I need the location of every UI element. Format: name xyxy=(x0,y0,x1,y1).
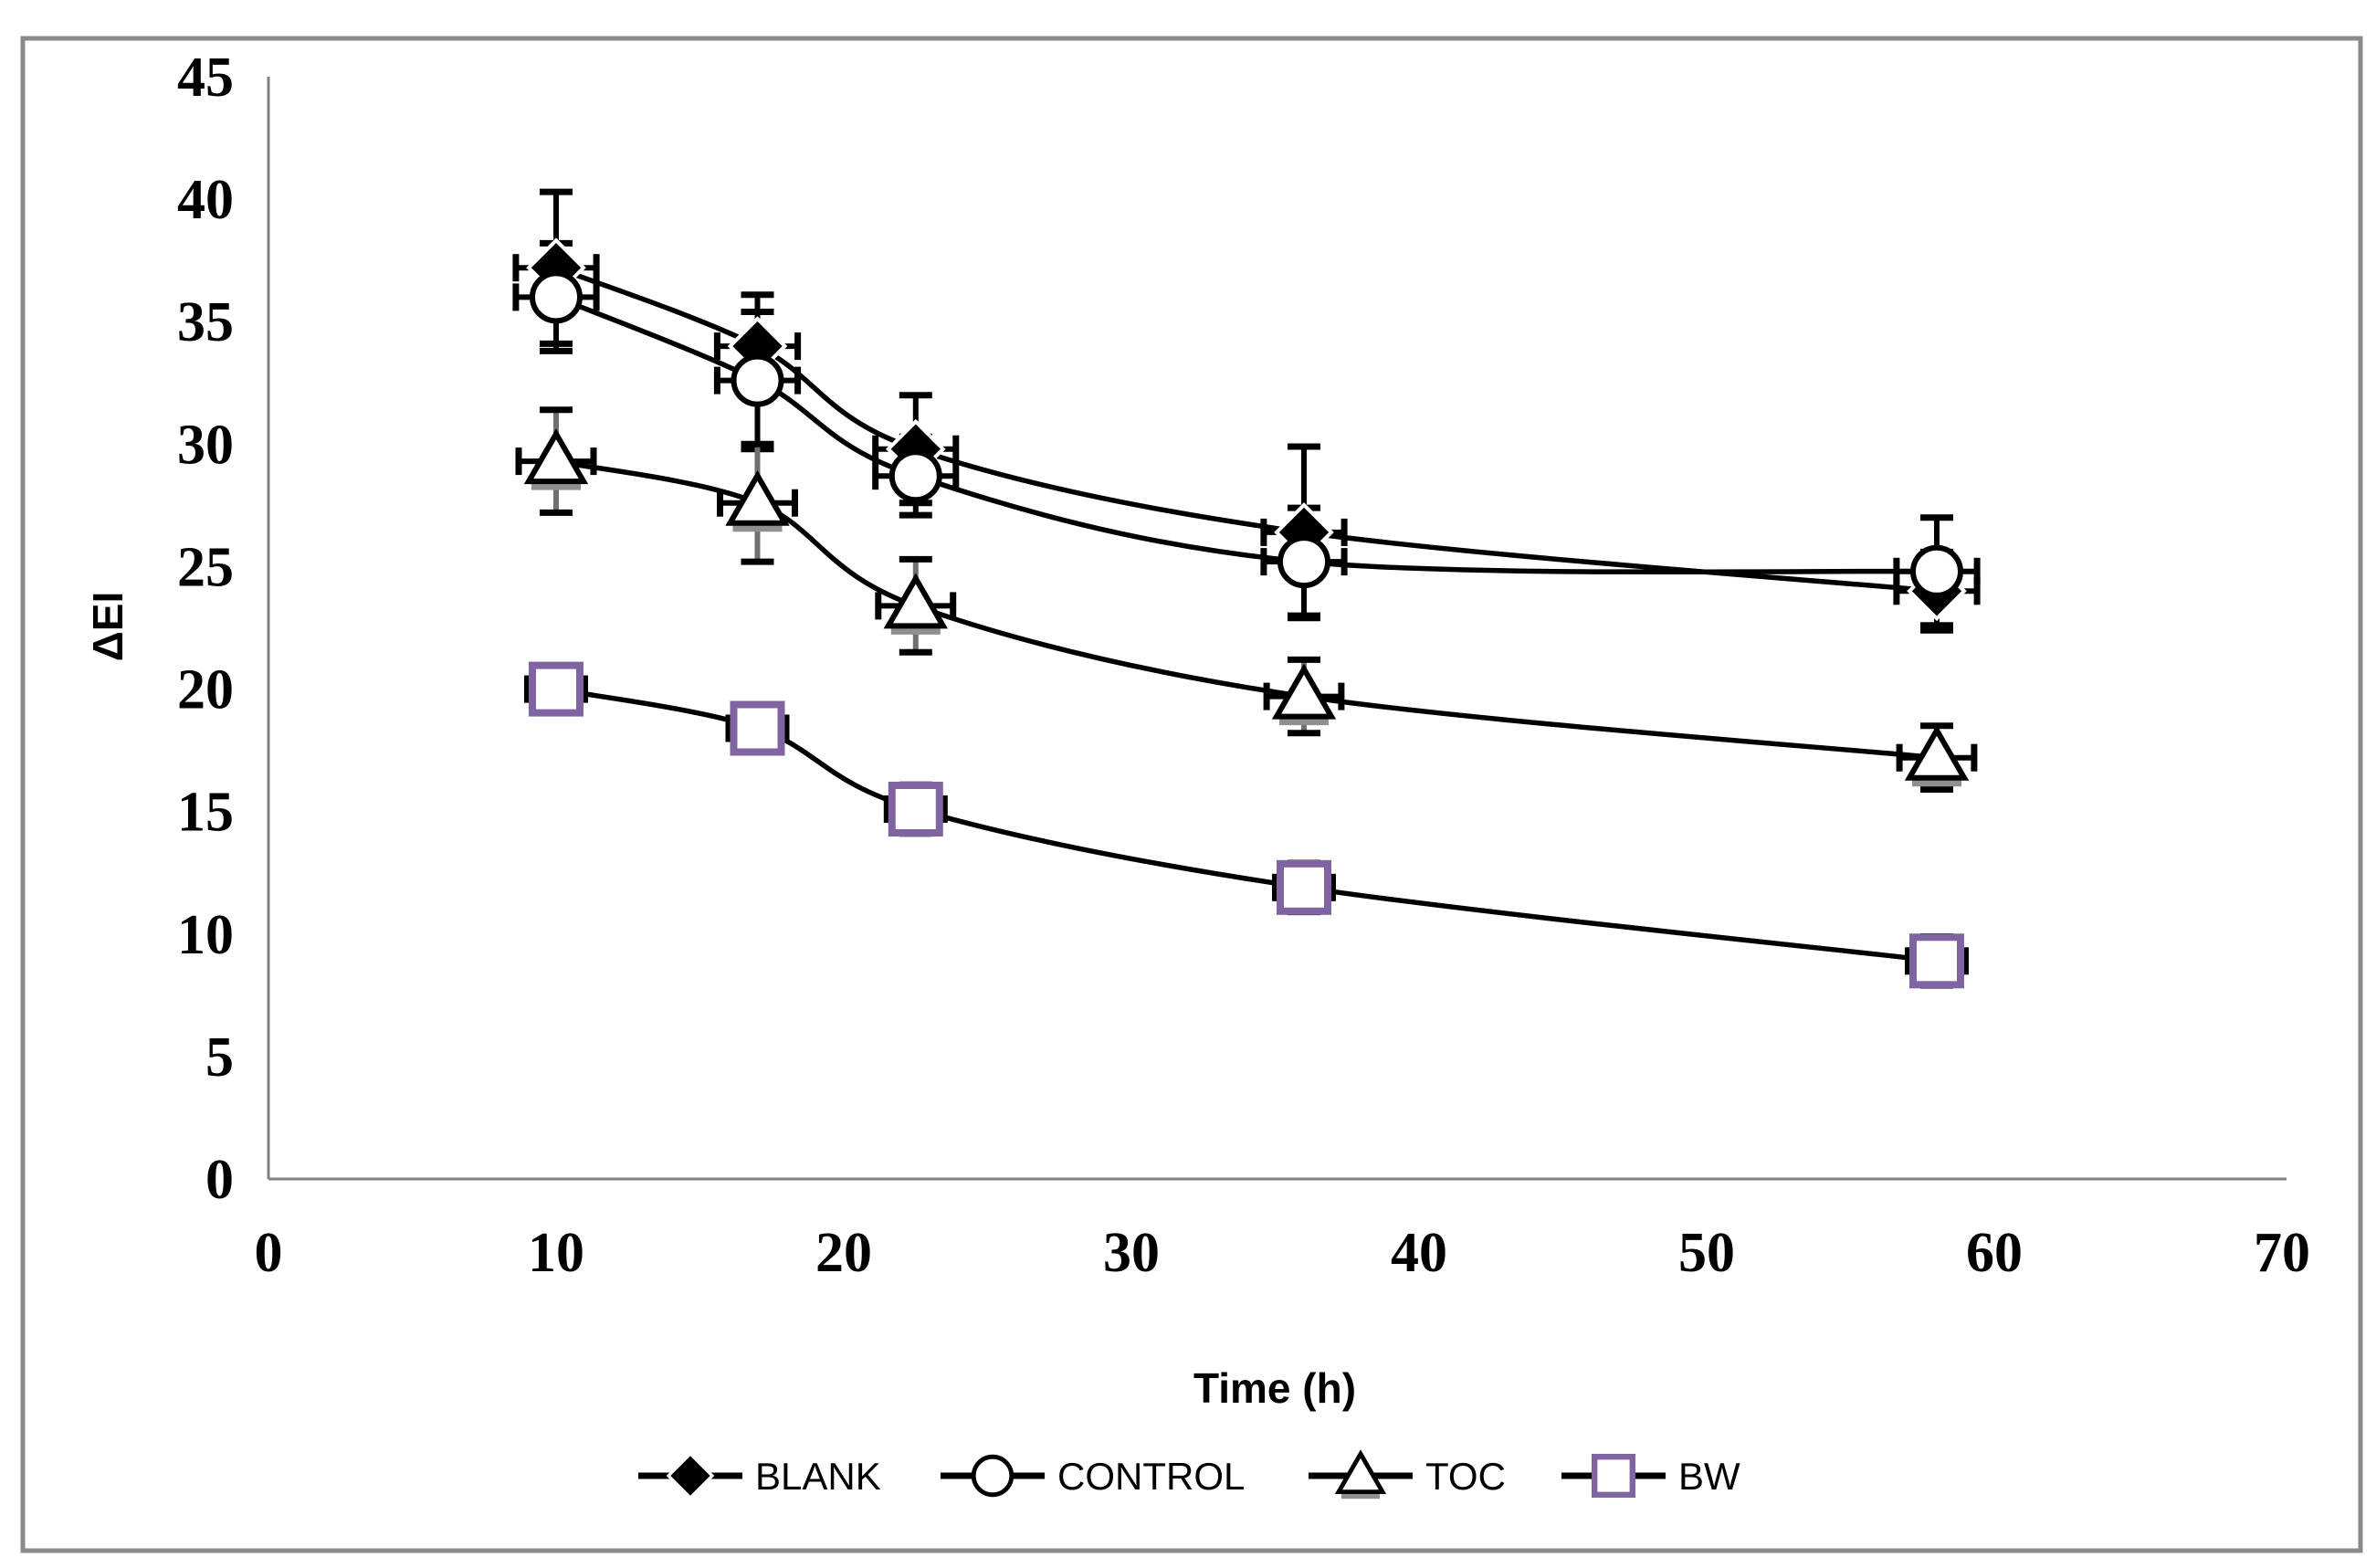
y-tick-label: 5 xyxy=(205,1026,234,1089)
point-TOC-1 xyxy=(725,469,790,532)
x-axis-title: Time (h) xyxy=(1193,1364,1356,1412)
point-TOC-4 xyxy=(1904,724,1970,787)
y-tick-label: 0 xyxy=(205,1149,234,1211)
legend-label: BLANK xyxy=(755,1455,881,1498)
y-tick-label: 10 xyxy=(177,904,234,966)
series-line-TOC xyxy=(555,458,1938,761)
legend-label: CONTROL xyxy=(1057,1455,1245,1498)
point-BW-3 xyxy=(1277,859,1331,915)
series-line-BW xyxy=(555,686,1938,964)
marker-circle xyxy=(971,1454,1015,1498)
point-CONTROL-0 xyxy=(530,270,583,324)
y-axis-title: ΔEI xyxy=(84,592,131,662)
y-tick-label: 30 xyxy=(177,414,234,476)
x-tick-label: 10 xyxy=(528,1222,584,1284)
x-tick-label: 0 xyxy=(255,1222,283,1284)
series-line-BLANK xyxy=(555,265,1938,595)
point-TOC-3 xyxy=(1271,663,1337,726)
plot-area: 0 5 10 15 20 25 30 35 40 45 0 10 20 30 40 50 60 70 xyxy=(177,47,2310,1284)
point-TOC-0 xyxy=(523,428,589,490)
legend: BLANK CONTROL TOC BW xyxy=(638,1449,1740,1500)
point-CONTROL-2 xyxy=(888,449,942,503)
error-bars-layer xyxy=(512,188,1981,989)
point-CONTROL-3 xyxy=(1277,535,1330,589)
x-tick-label: 60 xyxy=(1966,1222,2023,1284)
legend-label: TOC xyxy=(1425,1455,1506,1498)
point-BW-4 xyxy=(1909,933,1964,989)
legend-label: BW xyxy=(1678,1455,1740,1498)
x-tick-label: 20 xyxy=(815,1222,872,1284)
legend-item-BW: BW xyxy=(1561,1453,1740,1498)
legend-item-CONTROL: CONTROL xyxy=(941,1454,1245,1498)
point-TOC-2 xyxy=(883,573,948,635)
y-tick-label: 20 xyxy=(177,659,234,721)
point-BW-1 xyxy=(730,700,785,756)
marker-triangle xyxy=(1334,1449,1387,1500)
point-CONTROL-4 xyxy=(1910,544,1963,598)
legend-item-BLANK: BLANK xyxy=(638,1451,881,1500)
figure-border xyxy=(20,36,2363,1553)
x-tick-label: 30 xyxy=(1103,1222,1160,1284)
y-tick-label: 40 xyxy=(177,169,234,231)
y-tick-label: 15 xyxy=(177,782,234,844)
point-BW-0 xyxy=(529,661,583,717)
point-CONTROL-1 xyxy=(731,353,784,407)
y-tick-label: 45 xyxy=(177,47,234,109)
y-tick-label: 25 xyxy=(177,537,234,599)
x-tick-label: 70 xyxy=(2254,1222,2310,1284)
series-line-CONTROL xyxy=(554,294,1938,575)
x-tick-label: 40 xyxy=(1391,1222,1447,1284)
marker-diamond xyxy=(666,1451,715,1500)
y-tick-label: 35 xyxy=(177,291,234,353)
legend-item-TOC: TOC xyxy=(1309,1449,1506,1500)
point-BW-2 xyxy=(888,782,943,837)
marker-square xyxy=(1591,1453,1635,1498)
x-tick-label: 50 xyxy=(1678,1222,1735,1284)
